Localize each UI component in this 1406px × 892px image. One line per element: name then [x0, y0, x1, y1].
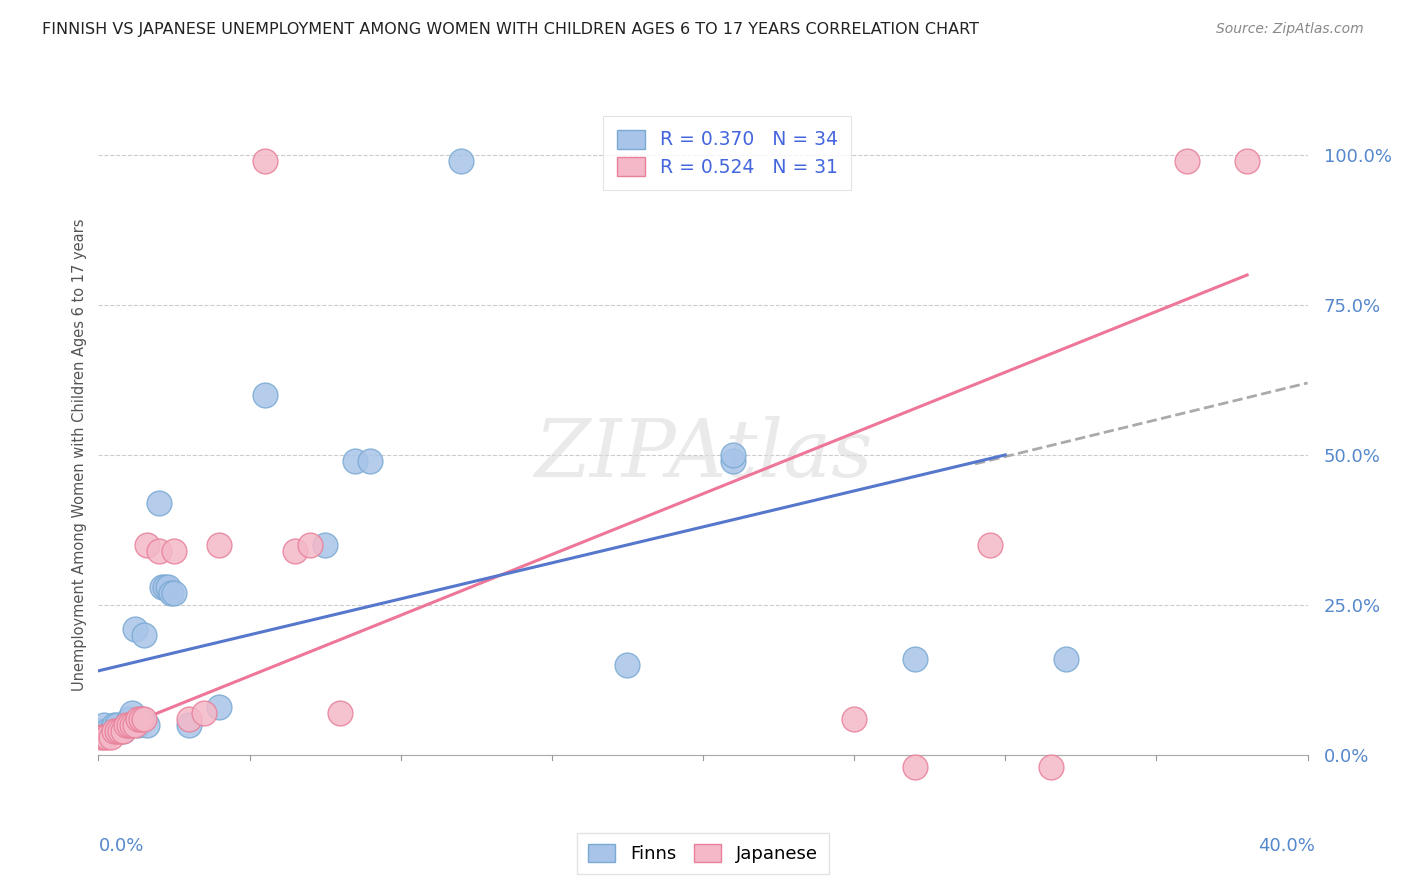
Point [160, 586, 183, 600]
Text: 40.0%: 40.0% [1258, 837, 1315, 855]
Point [127, 712, 149, 726]
Point [253, 154, 276, 169]
Point [93, 718, 115, 732]
Point [721, 448, 744, 462]
Y-axis label: Unemployment Among Women with Children Ages 6 to 17 years: Unemployment Among Women with Children A… [72, 219, 87, 691]
Point [100, 730, 122, 744]
Point [153, 580, 176, 594]
Point [127, 718, 149, 732]
Point [177, 712, 201, 726]
Point [121, 706, 143, 720]
Point [118, 712, 141, 726]
Point [208, 699, 231, 714]
Point [103, 718, 125, 732]
Point [329, 706, 352, 720]
Point [148, 496, 170, 510]
Point [156, 580, 179, 594]
Point [208, 538, 231, 552]
Point [163, 544, 186, 558]
Point [135, 718, 157, 732]
Point [132, 628, 155, 642]
Point [148, 544, 170, 558]
Point [616, 657, 638, 672]
Point [284, 544, 307, 558]
Text: FINNISH VS JAPANESE UNEMPLOYMENT AMONG WOMEN WITH CHILDREN AGES 6 TO 17 YEARS CO: FINNISH VS JAPANESE UNEMPLOYMENT AMONG W… [42, 22, 979, 37]
Point [193, 706, 215, 720]
Point [124, 718, 146, 732]
Point [105, 723, 128, 738]
Point [108, 723, 131, 738]
Point [721, 454, 744, 468]
Legend: Finns, Japanese: Finns, Japanese [578, 833, 828, 874]
Point [118, 718, 141, 732]
Text: 0.0%: 0.0% [98, 837, 143, 855]
Point [121, 718, 143, 732]
Point [132, 712, 155, 726]
Point [1054, 652, 1077, 666]
Point [844, 712, 866, 726]
Point [135, 538, 157, 552]
Point [360, 454, 382, 468]
Point [344, 454, 367, 468]
Point [314, 538, 336, 552]
Text: ZIPAtlas: ZIPAtlas [534, 417, 872, 493]
Point [108, 723, 131, 738]
Point [177, 718, 201, 732]
Point [904, 652, 927, 666]
Point [979, 538, 1001, 552]
Point [93, 730, 115, 744]
Point [111, 723, 134, 738]
Point [450, 154, 472, 169]
Point [904, 760, 927, 774]
Point [105, 718, 128, 732]
Point [90, 723, 112, 738]
Point [163, 586, 186, 600]
Point [124, 622, 146, 636]
Point [100, 723, 122, 738]
Point [299, 538, 322, 552]
Text: Source: ZipAtlas.com: Source: ZipAtlas.com [1216, 22, 1364, 37]
Point [150, 580, 173, 594]
Point [253, 388, 276, 402]
Point [90, 730, 112, 744]
Point [129, 712, 152, 726]
Point [1236, 154, 1258, 169]
Point [1175, 154, 1198, 169]
Point [1039, 760, 1062, 774]
Point [114, 718, 136, 732]
Point [103, 723, 125, 738]
Point [114, 718, 136, 732]
Point [111, 723, 134, 738]
Point [129, 712, 152, 726]
Point [96, 723, 118, 738]
Legend: R = 0.370   N = 34, R = 0.524   N = 31: R = 0.370 N = 34, R = 0.524 N = 31 [603, 117, 851, 190]
Point [96, 730, 118, 744]
